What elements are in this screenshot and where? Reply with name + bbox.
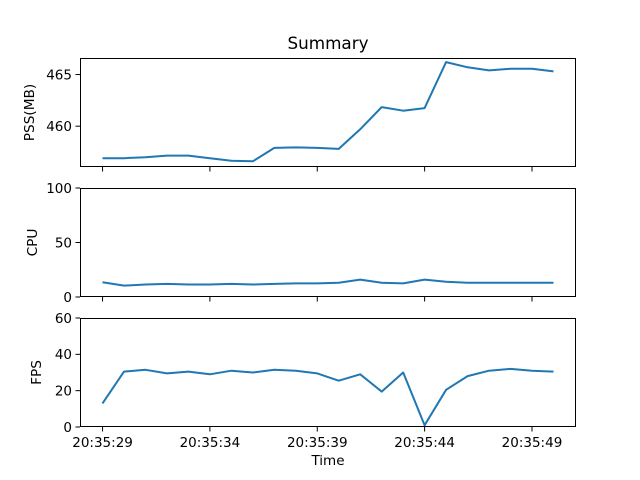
y-tick-label: 20	[55, 383, 72, 399]
figure-title: Summary	[287, 33, 369, 53]
y-tick-label: 40	[55, 347, 72, 363]
y-tick-label: 465	[46, 67, 72, 83]
fps-axes-frame	[80, 318, 576, 427]
y-tick-label: 100	[46, 181, 72, 197]
pss-subplot: 460 465 PSS(MB)	[22, 58, 576, 172]
x-tick-label: 20:35:34	[180, 435, 241, 451]
y-tick-label: 50	[55, 235, 72, 251]
fps-subplot: 20:35:29 20:35:34 20:35:39 20:35:44 20:35:49…	[29, 311, 576, 451]
x-tick-label: 20:35:49	[502, 435, 563, 451]
y-tick-label: 0	[63, 420, 72, 436]
pss-axes-frame	[80, 58, 576, 167]
pss-line	[102, 61, 554, 163]
fps-ylabel: FPS	[29, 360, 45, 385]
cpu-ylabel: CPU	[25, 229, 41, 257]
fps-line	[101, 367, 554, 427]
x-tick-label: 20:35:44	[394, 435, 455, 451]
x-axis-label: Time	[311, 453, 345, 469]
cpu-line	[102, 278, 554, 287]
x-tick-label: 20:35:39	[287, 435, 348, 451]
y-tick-label: 460	[46, 119, 72, 135]
pss-ylabel: PSS(MB)	[22, 84, 38, 142]
cpu-axes-frame	[80, 188, 576, 297]
x-tick-label: 20:35:29	[72, 435, 133, 451]
y-tick-label: 60	[55, 311, 72, 327]
cpu-subplot: 0 50 100 CPU	[25, 181, 576, 306]
y-tick-label: 0	[63, 290, 72, 306]
